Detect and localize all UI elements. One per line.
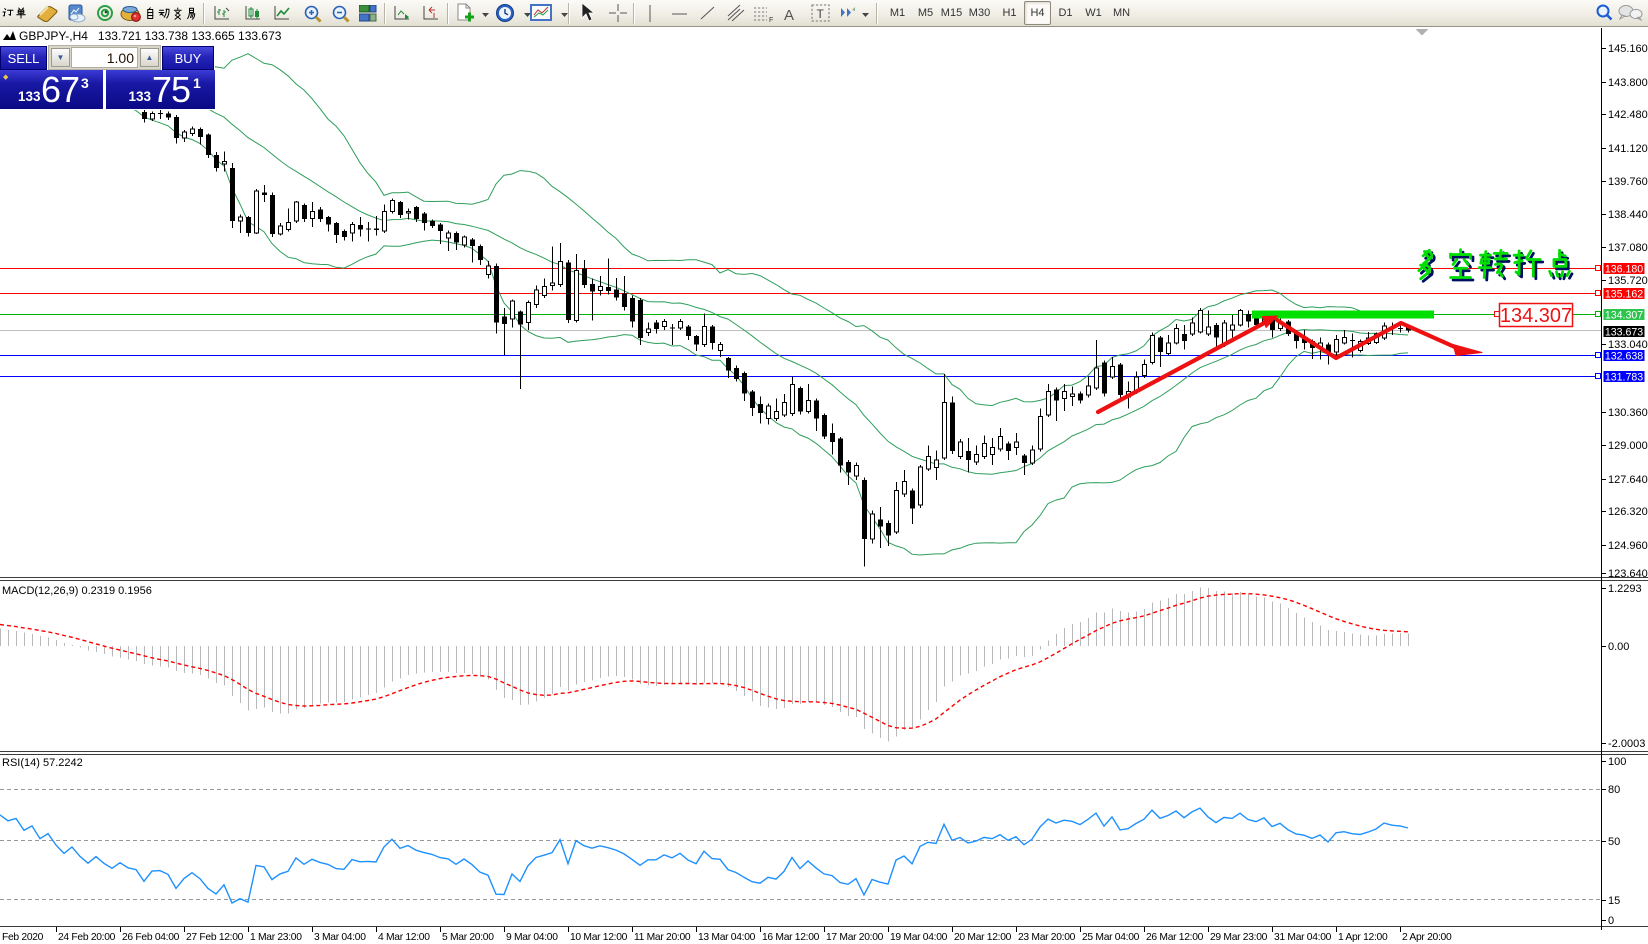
svg-text:135.162: 135.162 [1605,289,1643,301]
svg-text:1 Mar 23:00: 1 Mar 23:00 [250,932,302,943]
svg-text:10 Mar 12:00: 10 Mar 12:00 [570,932,628,943]
svg-text:29 Mar 23:00: 29 Mar 23:00 [1210,932,1268,943]
svg-text:24 Feb 20:00: 24 Feb 20:00 [58,932,116,943]
svg-text:0.00: 0.00 [1608,641,1629,653]
svg-text:142.480: 142.480 [1608,109,1648,121]
svg-text:137.080: 137.080 [1608,242,1648,254]
svg-text:130.360: 130.360 [1608,407,1648,419]
svg-text:1.2293: 1.2293 [1608,583,1642,595]
svg-text:17 Mar 20:00: 17 Mar 20:00 [826,932,884,943]
svg-text:100: 100 [1608,756,1626,768]
svg-text:20 Mar 12:00: 20 Mar 12:00 [954,932,1012,943]
svg-text:1 Apr 12:00: 1 Apr 12:00 [1338,932,1388,943]
svg-text:26 Mar 12:00: 26 Mar 12:00 [1146,932,1204,943]
svg-text:31 Mar 04:00: 31 Mar 04:00 [1274,932,1332,943]
svg-text:23 Mar 20:00: 23 Mar 20:00 [1018,932,1076,943]
svg-text:132.638: 132.638 [1605,351,1643,363]
svg-text:3 Mar 04:00: 3 Mar 04:00 [314,932,366,943]
svg-text:GBPJPY-,H4 133.721 133.738 1: GBPJPY-,H4 133.721 133.738 133.665 133.6… [19,29,282,43]
svg-text:135.720: 135.720 [1608,275,1648,287]
svg-text:16 Mar 12:00: 16 Mar 12:00 [762,932,820,943]
svg-text:5 Mar 20:00: 5 Mar 20:00 [442,932,494,943]
svg-text:Feb 2020: Feb 2020 [2,932,44,943]
svg-text:80: 80 [1608,784,1620,796]
svg-text:133.673: 133.673 [1605,327,1643,339]
svg-text:26 Feb 04:00: 26 Feb 04:00 [122,932,180,943]
svg-text:F: F [769,17,773,24]
svg-text:2 Apr 20:00: 2 Apr 20:00 [1402,932,1452,943]
svg-text:129.000: 129.000 [1608,440,1648,452]
svg-text:127.640: 127.640 [1608,474,1648,486]
svg-text:131.783: 131.783 [1605,372,1643,384]
svg-text:13 Mar 04:00: 13 Mar 04:00 [698,932,756,943]
svg-text:11 Mar 20:00: 11 Mar 20:00 [634,932,691,943]
svg-text:0: 0 [1608,915,1614,927]
svg-text:126.320: 126.320 [1608,506,1648,518]
svg-text:RSI(14) 57.2242: RSI(14) 57.2242 [2,757,83,769]
svg-text:139.760: 139.760 [1608,176,1648,188]
svg-text:A: A [784,7,794,24]
svg-text:T: T [817,7,825,21]
svg-text:50: 50 [1608,836,1620,848]
svg-text:MACD(12,26,9) 0.2319 0.1956: MACD(12,26,9) 0.2319 0.1956 [2,585,152,597]
svg-text:124.960: 124.960 [1608,540,1648,552]
svg-text:123.640: 123.640 [1608,568,1648,580]
svg-text:136.180: 136.180 [1605,264,1643,276]
svg-text:145.160: 145.160 [1608,43,1648,55]
svg-text:134.307: 134.307 [1500,305,1572,327]
svg-text:143.800: 143.800 [1608,77,1648,89]
svg-text:9 Mar 04:00: 9 Mar 04:00 [506,932,558,943]
svg-text:-2.0003: -2.0003 [1608,738,1645,750]
svg-text:19 Mar 04:00: 19 Mar 04:00 [890,932,948,943]
svg-text:134.307: 134.307 [1605,310,1643,322]
svg-text:133.040: 133.040 [1608,339,1648,351]
svg-text:27 Feb 12:00: 27 Feb 12:00 [186,932,244,943]
svg-text:4 Mar 12:00: 4 Mar 12:00 [378,932,430,943]
svg-text:25 Mar 04:00: 25 Mar 04:00 [1082,932,1140,943]
svg-text:138.440: 138.440 [1608,209,1648,221]
svg-text:15: 15 [1608,895,1620,907]
svg-text:141.120: 141.120 [1608,143,1648,155]
